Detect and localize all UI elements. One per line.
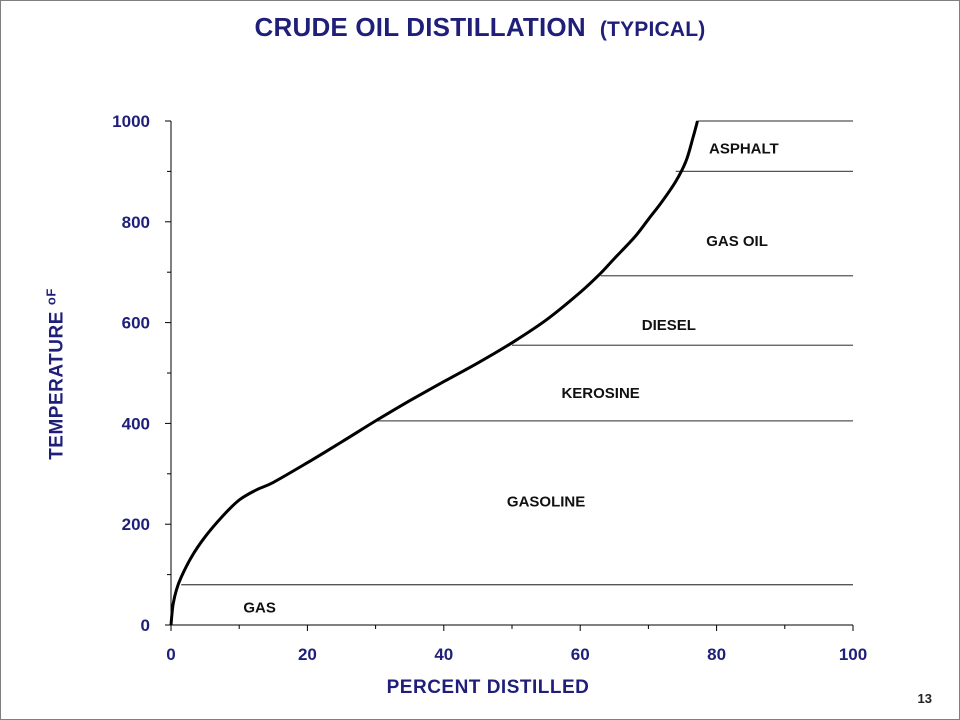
fraction-label-gas-oil: GAS OIL (706, 233, 768, 250)
x-tick-label: 20 (298, 645, 317, 664)
x-tick-label: 40 (434, 645, 453, 664)
fraction-label-gasoline: GASOLINE (507, 494, 585, 511)
chart-title: CRUDE OIL DISTILLATION (TYPICAL) (0, 12, 960, 43)
distillation-curve-0 (169, 120, 699, 626)
chart-subtitle: (TYPICAL) (599, 18, 706, 41)
fraction-label-kerosine: KEROSINE (561, 385, 639, 402)
y-tick-label: 600 (122, 314, 150, 333)
y-tick-label: 1000 (112, 112, 150, 131)
y-tick-label: 400 (122, 414, 150, 433)
x-axis-label: PERCENT DISTILLED (386, 677, 590, 698)
x-tick-label: 0 (166, 645, 175, 664)
y-tick-label: 800 (122, 213, 150, 232)
y-tick-label: 0 (141, 616, 150, 635)
fraction-label-asphalt: ASPHALT (709, 141, 779, 158)
chart-title-main: CRUDE OIL DISTILLATION (254, 12, 586, 42)
fraction-label-diesel: DIESEL (642, 317, 696, 334)
y-tick-label: 200 (122, 515, 150, 534)
fraction-label-gas: GAS (243, 599, 276, 616)
x-tick-label: 80 (707, 645, 726, 664)
x-tick-label: 100 (839, 645, 867, 664)
page-number: 13 (917, 691, 932, 706)
x-tick-label: 60 (571, 645, 590, 664)
